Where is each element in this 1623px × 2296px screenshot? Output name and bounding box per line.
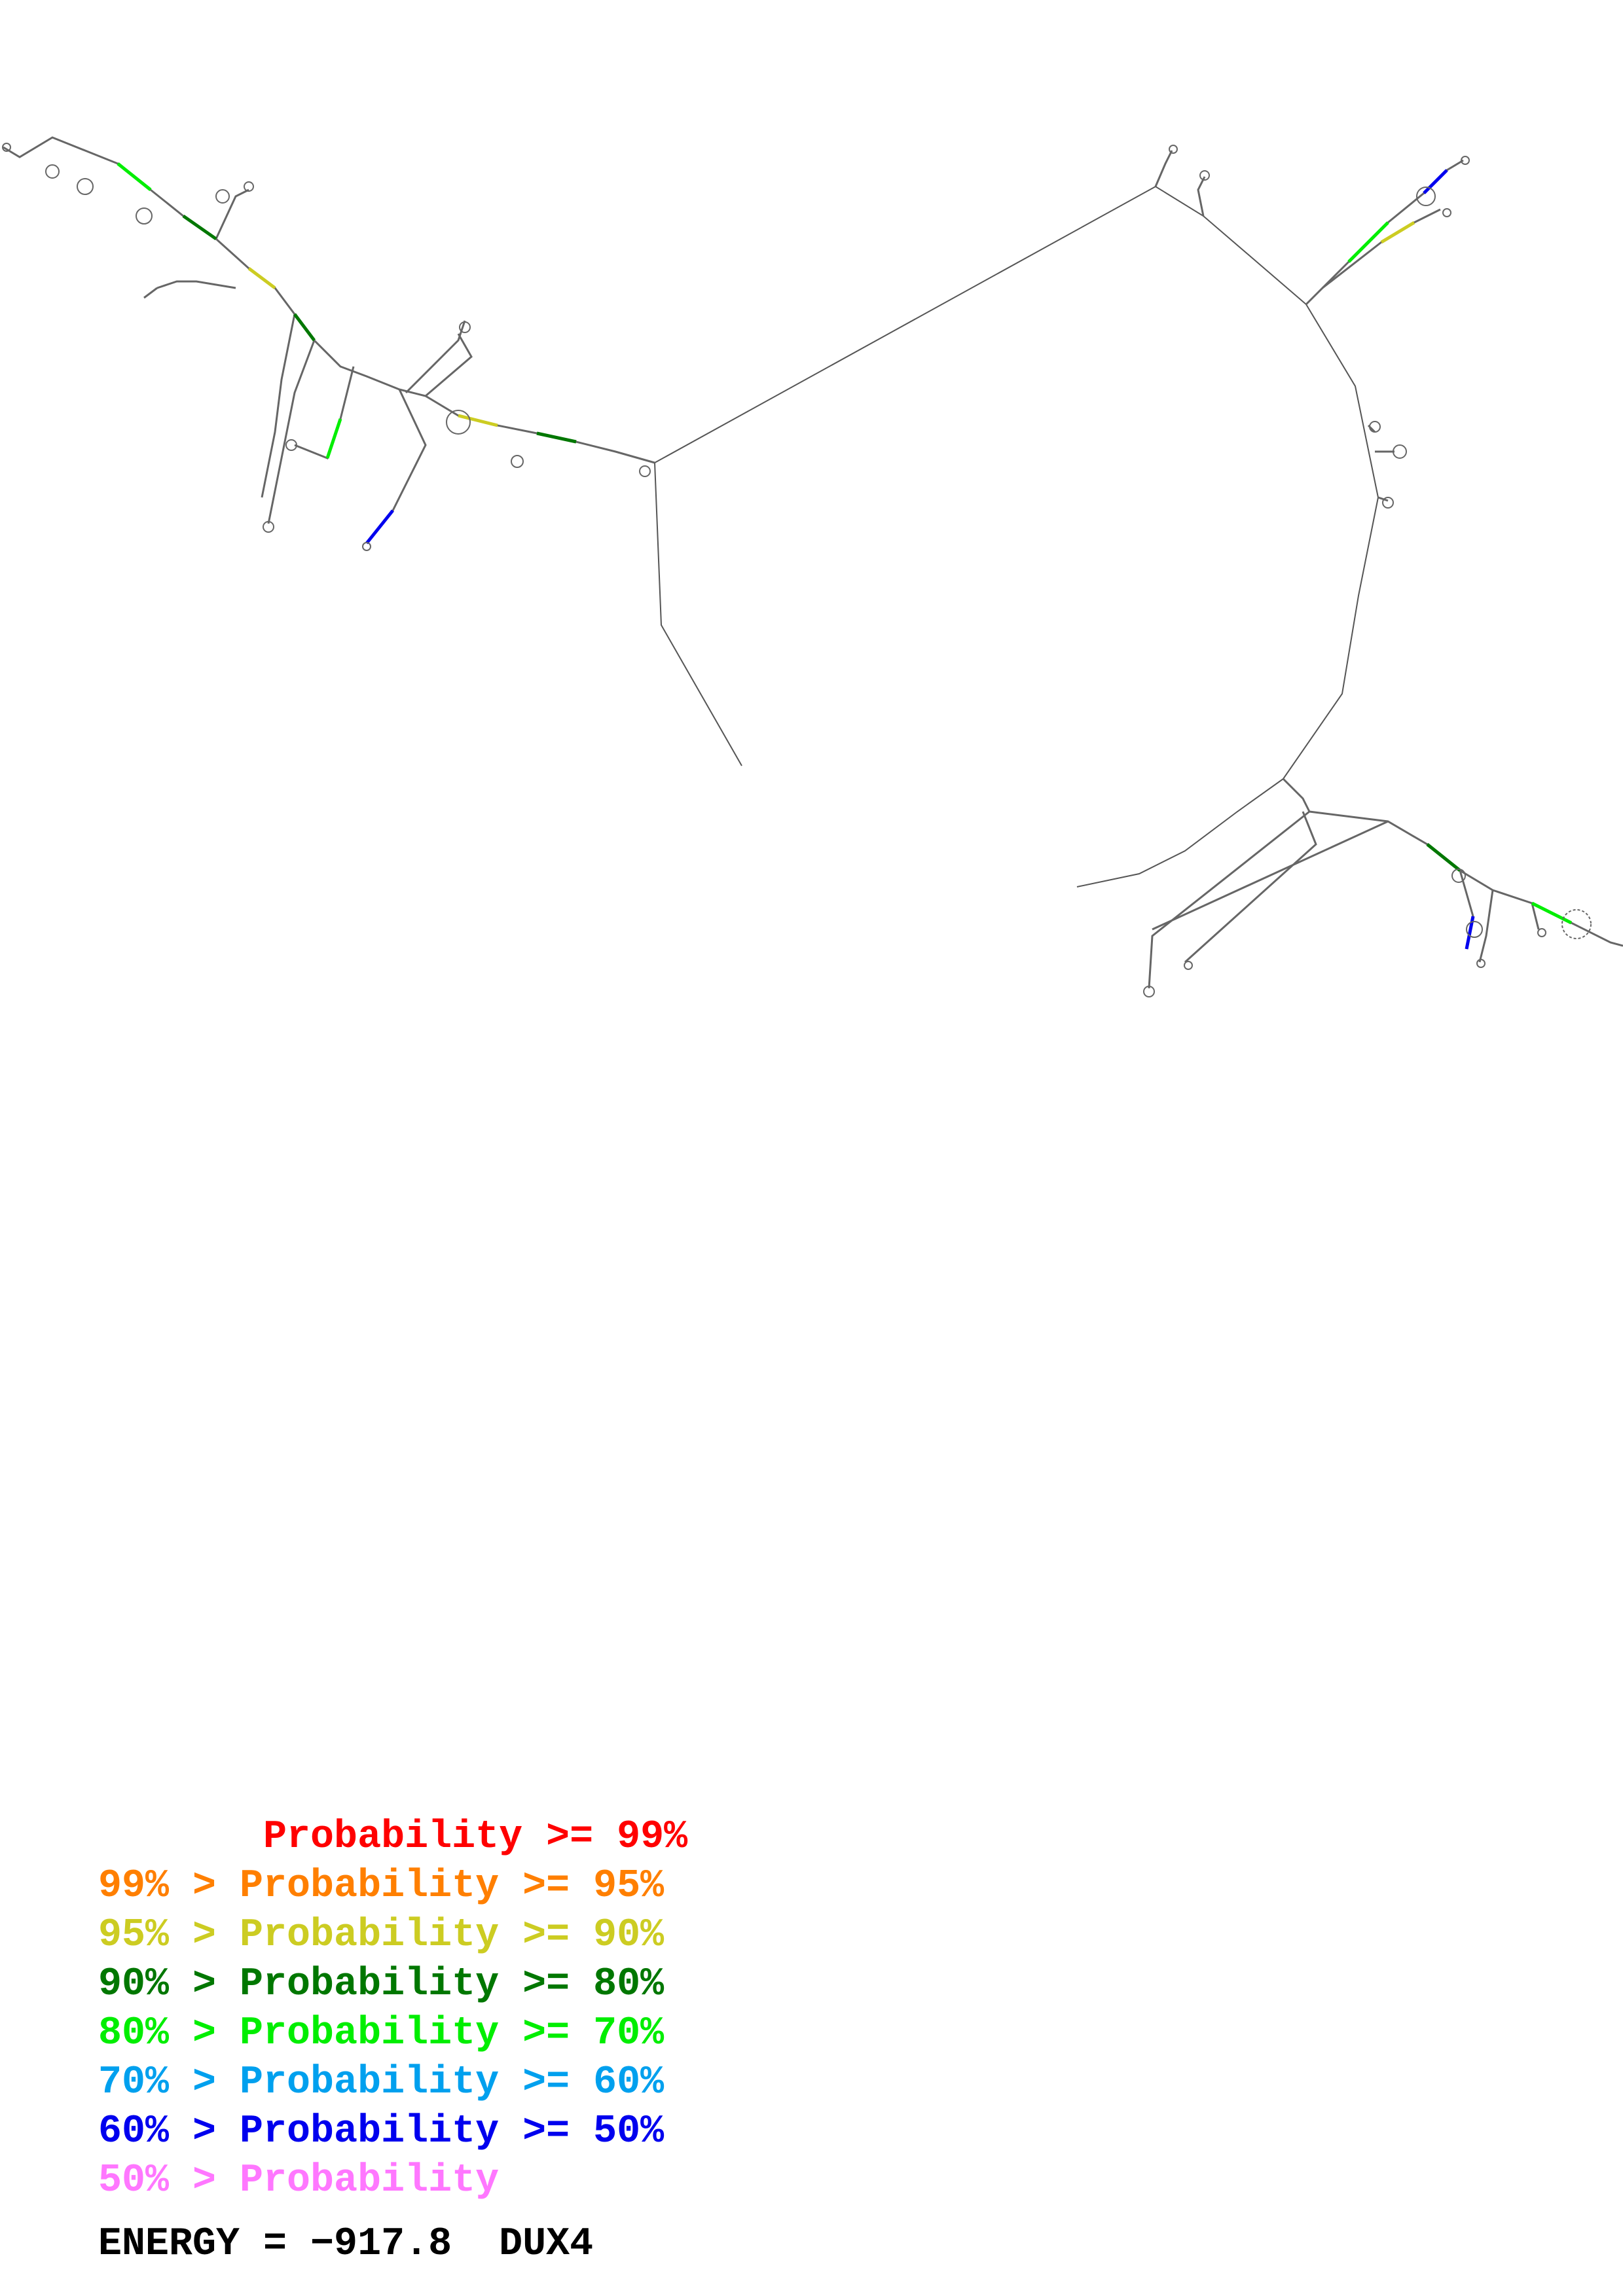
helix-branch-upper-right (1154, 150, 1464, 306)
legend-entry: 50% > Probability (98, 2159, 500, 2203)
legend-entry: 70% > Probability >= 60% (98, 2060, 665, 2105)
sequence-name: DUX4 (499, 2222, 594, 2267)
legend-entry: 80% > Probability >= 70% (98, 2011, 665, 2056)
helix-branch-lower-right (1148, 778, 1623, 989)
legend-entry: Probability >= 99% (98, 1815, 688, 1859)
helix-colored-segments-upper-left (117, 162, 577, 545)
energy-value: ENERGY = −917.8 (98, 2222, 452, 2267)
hairpin-loops-right (1369, 421, 1407, 509)
legend-entry: 99% > Probability >= 95% (98, 1864, 665, 1909)
backbone-main-loop (654, 185, 1379, 888)
legend-entry: 90% > Probability >= 80% (98, 1962, 665, 2007)
helix-branch-upper-left (3, 136, 655, 544)
hairpin-loops-upper-right (1169, 145, 1470, 217)
rna-secondary-structure-diagram (0, 0, 1623, 1113)
legend-entry: 95% > Probability >= 90% (98, 1913, 665, 1958)
hairpin-loops-upper-left (2, 143, 651, 551)
helix-colored-segments-lower-right (1426, 843, 1573, 950)
hairpin-loops-lower-right (1143, 869, 1592, 997)
helix-colored-segments-upper-right (1347, 169, 1448, 263)
helix-stems-right (1367, 424, 1395, 502)
energy-footer: ENERGY = −917.8 DUX4 (98, 2222, 593, 2267)
legend-entry: 60% > Probability >= 50% (98, 2109, 665, 2154)
probability-legend: Probability >= 99% 99% > Probability >= 9… (98, 1813, 687, 2206)
